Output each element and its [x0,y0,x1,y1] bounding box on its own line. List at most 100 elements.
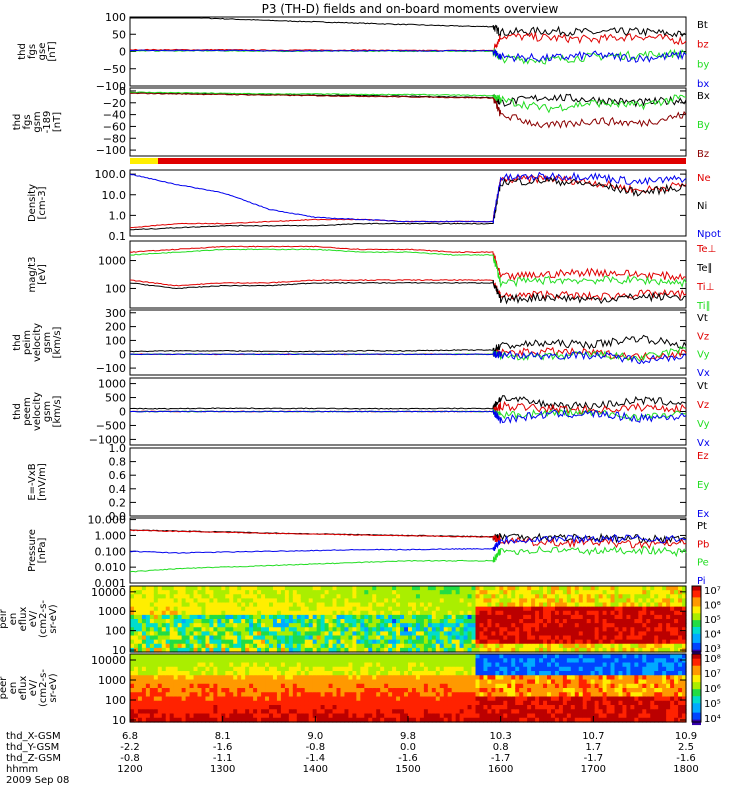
spectrogram-cell [586,606,592,612]
ytick-label: 10.0 [102,189,127,202]
spectrogram-cell [384,643,389,649]
spectrogram-cell [320,709,326,715]
spectrogram-cell [173,635,179,641]
spectrogram-cell [376,635,381,641]
spectrogram-cell [396,671,401,676]
spectrogram-cell [479,598,485,604]
spectrogram-cell [181,627,187,632]
spectrogram-cell [523,643,528,649]
spectrogram-cell [427,717,433,723]
spectrogram-cell [364,692,369,698]
spectrogram-cell [328,627,334,632]
spectrogram-cell [539,700,544,706]
spectrogram-cell [332,590,338,595]
spectrogram-cell [630,700,635,706]
spectrogram-cell [404,688,409,693]
spectrogram-cell [237,598,242,604]
spectrogram-cell [471,602,477,608]
spectrogram-cell [169,700,175,706]
spectrogram-cell [574,675,580,681]
spectrogram-cell [678,606,683,612]
spectrogram-cell [574,709,580,715]
spectrogram-cell [638,688,643,693]
spectrogram-cell [324,631,330,637]
spectrogram-cell [237,713,242,719]
spectrogram-cell [666,666,671,672]
spectrogram-cell [173,619,179,624]
spectrogram-cell [678,654,683,659]
spectrogram-cell [209,627,214,632]
spectrogram-cell [427,635,433,641]
spectrogram-cell [229,688,234,693]
spectrogram-cell [503,666,508,672]
ytick-label: −500 [96,419,126,432]
spectrogram-cell [189,683,195,689]
spectrogram-cell [320,643,326,649]
spectrogram-cell [265,606,270,612]
spectrogram-cell [519,654,524,659]
spectrogram-cell [340,688,346,693]
spectrogram-cell [241,635,246,641]
spectrogram-cell [304,627,310,632]
spectrogram-cell [360,623,365,628]
spectrogram-cell [642,614,647,620]
spectrogram-cell [376,598,381,604]
spectrogram-cell [201,610,207,616]
spectrogram-cell [276,631,282,637]
spectrogram-cell [193,635,199,641]
spectrogram-cell [598,683,604,689]
spectrogram-cell [666,717,671,723]
spectrogram-cell [634,679,639,685]
spectrogram-cell [308,594,314,599]
spectrogram-cell [149,631,155,637]
spectrogram-cell [586,623,592,628]
spectrogram-cell [241,666,246,672]
spectrogram-cell [459,700,465,706]
spectrogram-cell [344,717,350,723]
spectrogram-cell [161,610,167,616]
spectrogram-cell [185,586,191,591]
spectrogram-cell [519,594,524,599]
spectrogram-cell [328,623,334,628]
spectrogram-cell [678,688,683,693]
spectrogram-cell [173,671,179,676]
spectrogram-cell [550,614,556,620]
spectrogram-cell [666,643,671,649]
spectrogram-cell [392,696,397,702]
spectrogram-cell [674,671,679,676]
spectrogram-cell [491,692,496,698]
spectrogram-cell [348,614,353,620]
spectrogram-cell [257,709,262,715]
spectrogram-cell [674,619,679,624]
spectrogram-cell [411,717,417,723]
spectrogram-cell [364,590,369,595]
spectrogram-cell [376,627,381,632]
spectrogram-cell [189,696,195,702]
spectrogram-cell [427,590,433,595]
spectrogram-cell [479,692,485,698]
spectrogram-cell [535,705,540,710]
spectrogram-cell [376,675,381,681]
spectrogram-cell [566,709,572,715]
spectrogram-cell [364,700,369,706]
spectrogram-cell [431,709,437,715]
spectrogram-cell [137,658,143,664]
spectrogram-cell [642,692,647,698]
spectrogram-cell [630,643,635,649]
spectrogram-cell [217,598,222,604]
spectrogram-cell [376,631,381,637]
spectrogram-cell [408,662,413,668]
spectrogram-cell [682,709,687,715]
spectrogram-cell [558,692,564,698]
spectrogram-cell [257,619,262,624]
spectrogram-cell [328,675,334,681]
spectrogram-cell [396,709,401,715]
spectrogram-cell [626,662,631,668]
spectrogram-cell [372,654,377,659]
spectrogram-cell [471,658,477,664]
spectrogram-cell [197,594,203,599]
spectrogram-cell [511,658,516,664]
spectrogram-cell [495,709,500,715]
spectrogram-cell [249,639,254,645]
spectrogram-cell [153,614,159,620]
